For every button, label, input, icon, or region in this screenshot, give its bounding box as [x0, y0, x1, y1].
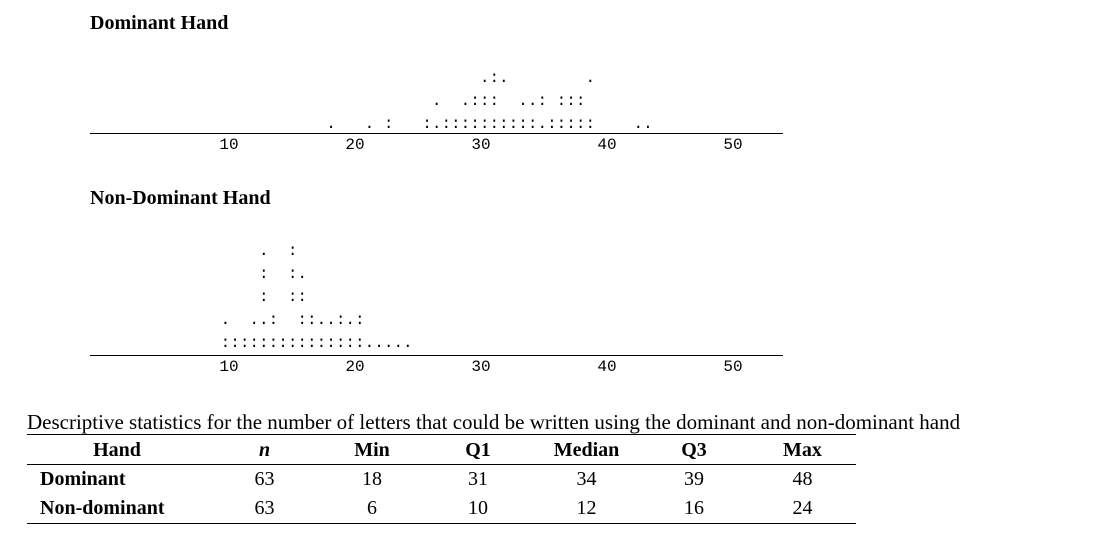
dominant-plot-title: Dominant Hand: [90, 12, 229, 34]
cell-q3: 16: [639, 494, 749, 524]
header-min: Min: [322, 434, 422, 465]
header-max: Max: [749, 434, 856, 465]
cell-n: 63: [207, 494, 322, 524]
x-tick-label: 50: [723, 358, 743, 376]
cell-max: 24: [749, 494, 856, 524]
cell-hand: Non-dominant: [27, 494, 207, 524]
dot-row: . . : :.::::::::::.::::: ..: [163, 115, 653, 133]
cell-q1: 31: [468, 468, 488, 490]
x-tick-label: 20: [345, 136, 365, 154]
dot-row: : ::: [163, 288, 308, 306]
cell-n: 63: [254, 468, 275, 490]
header-n: n: [207, 434, 322, 465]
dot-row: . .::: ..: :::: [163, 92, 586, 110]
x-tick-label: 10: [219, 136, 239, 154]
descriptive-stats-table: Hand n Min Q1 Median Q3 Max Dominant 63 …: [27, 434, 856, 524]
dot-row: : :.: [163, 265, 308, 283]
table-row: Dominant 63 18 31 34 39 48: [27, 465, 856, 495]
x-tick-label: 30: [471, 358, 491, 376]
header-q3: Q3: [639, 434, 749, 465]
dot-row: .:. .: [163, 69, 596, 87]
cell-max: 48: [792, 468, 813, 490]
x-tick-label: 20: [345, 358, 365, 376]
header-hand: Hand: [27, 434, 207, 465]
cell-min: 18: [362, 468, 382, 490]
cell-median: 34: [576, 468, 597, 490]
cell-q3: 39: [684, 468, 704, 490]
cell-q1: 10: [422, 494, 534, 524]
dot-row: . ..: ::..:.:: [163, 311, 365, 329]
table-row: Non-dominant 63 6 10 12 16 24: [27, 494, 856, 524]
nondominant-plot-title: Non-Dominant Hand: [90, 187, 271, 209]
x-tick-label: 10: [219, 358, 239, 376]
x-tick-label: 40: [597, 358, 617, 376]
x-tick-label: 30: [471, 136, 491, 154]
cell-min: 6: [322, 494, 422, 524]
header-q1: Q1: [422, 434, 534, 465]
dot-row: :::::::::::::::.....: [163, 334, 413, 352]
x-axis-line: [90, 133, 783, 134]
x-tick-label: 50: [723, 136, 743, 154]
table-header-row: Hand n Min Q1 Median Q3 Max: [27, 434, 856, 465]
dot-row: . :: [163, 242, 298, 260]
x-tick-label: 40: [597, 136, 617, 154]
cell-median: 12: [534, 494, 639, 524]
cell-hand: Dominant: [40, 468, 126, 490]
x-axis-line: [90, 355, 783, 356]
table-caption: Descriptive statistics for the number of…: [27, 410, 961, 434]
header-median: Median: [534, 434, 639, 465]
